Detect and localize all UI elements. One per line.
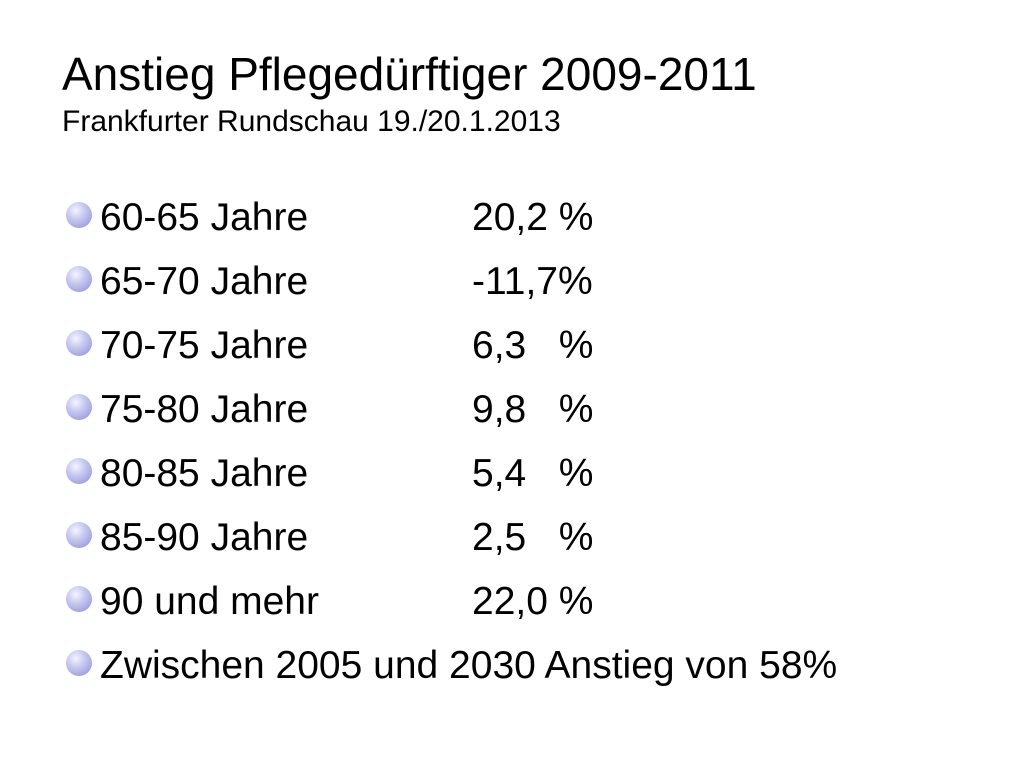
bullet-icon [66,266,92,292]
bullet-icon [66,522,92,548]
age-group-label: 80-85 Jahre [100,452,309,495]
bullet-icon [66,202,92,228]
bullet-icon [66,650,92,676]
age-group-label: 90 und mehr [100,580,319,623]
age-group-label: 65-70 Jahre [100,260,309,303]
bullet-list: 60-65 Jahre 20,2 % 65-70 Jahre -11,7% 70… [60,186,1000,698]
list-item: Zwischen 2005 und 2030 Anstieg von 58% [60,634,1000,698]
slide-subtitle: Frankfurter Rundschau 19./20.1.2013 [62,105,561,138]
slide-title: Anstieg Pflegedürftiger 2009-2011 [62,48,757,100]
change-value: 20,2 % [472,196,594,239]
list-item: 60-65 Jahre 20,2 % [60,186,1000,250]
change-value: -11,7% [472,260,593,303]
change-value: 5,4 % [472,452,594,495]
change-value: 6,3 % [472,324,594,367]
age-group-label: 75-80 Jahre [100,388,309,431]
bullet-icon [66,458,92,484]
change-value: 22,0 % [472,580,594,623]
bullet-icon [66,394,92,420]
change-value: 2,5 % [472,516,594,559]
list-item: 75-80 Jahre 9,8 % [60,378,1000,442]
list-item: 80-85 Jahre 5,4 % [60,442,1000,506]
age-group-label: 70-75 Jahre [100,324,309,367]
bullet-icon [66,330,92,356]
change-value: 9,8 % [472,388,594,431]
list-item: 85-90 Jahre 2,5 % [60,506,1000,570]
bullet-icon [66,586,92,612]
list-item: 90 und mehr 22,0 % [60,570,1000,634]
list-item: 70-75 Jahre 6,3 % [60,314,1000,378]
list-item: 65-70 Jahre -11,7% [60,250,1000,314]
title-block: Anstieg Pflegedürftiger 2009-2011 Frankf… [62,46,1002,140]
age-group-label: 85-90 Jahre [100,516,309,559]
summary-text: Zwischen 2005 und 2030 Anstieg von 58% [100,644,838,687]
age-group-label: 60-65 Jahre [100,196,309,239]
